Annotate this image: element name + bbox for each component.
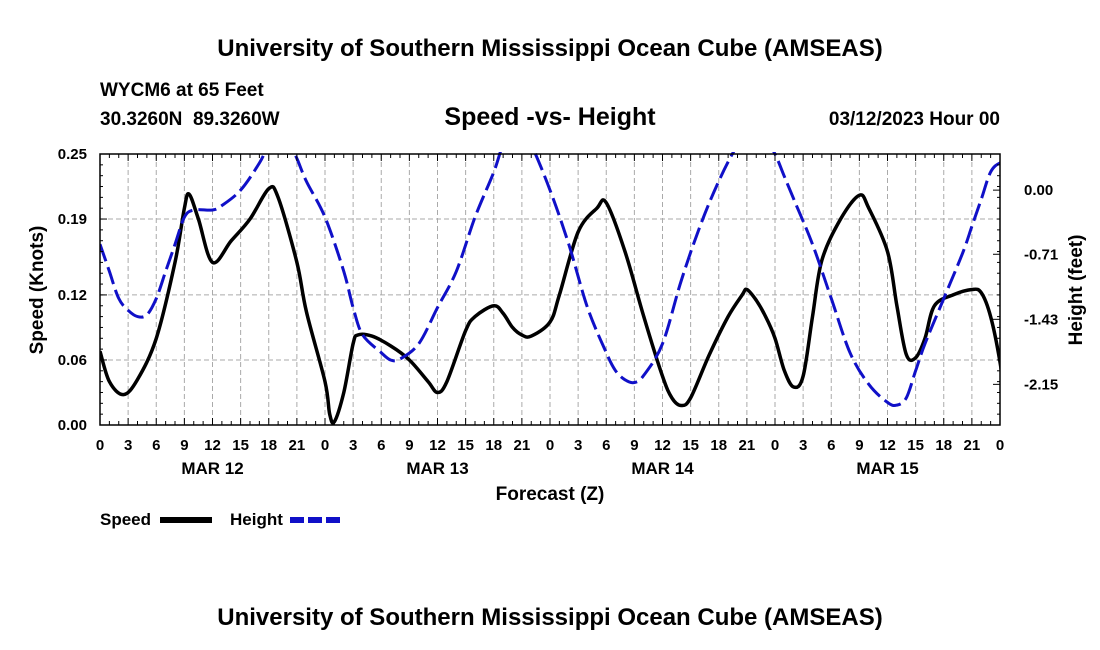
forecast-datetime: 03/12/2023 Hour 00 (829, 109, 1000, 130)
x-tick-label: 0 (546, 437, 554, 454)
series-line-height (100, 152, 1000, 408)
x-tick-label: 15 (232, 437, 249, 454)
y-right-tick-label: -1.43 (1024, 311, 1058, 328)
series-line-speed (100, 184, 1000, 425)
x-tick-label: 12 (204, 437, 221, 454)
x-tick-label: 15 (682, 437, 699, 454)
x-tick-label: 15 (907, 437, 924, 454)
x-tick-label: 18 (260, 437, 277, 454)
chart-series (100, 152, 1000, 425)
day-label: MAR 12 (181, 459, 243, 478)
y-right-tick-label: 0.00 (1024, 182, 1053, 199)
x-tick-label: 9 (630, 437, 638, 454)
y-axis-right-label: Height (feet) (1066, 235, 1087, 346)
axis-ticks (99, 153, 1001, 426)
x-tick-label: 9 (180, 437, 188, 454)
x-tick-label: 9 (855, 437, 863, 454)
x-tick-label: 3 (349, 437, 357, 454)
chart-grid (100, 154, 1000, 425)
x-tick-label: 0 (771, 437, 779, 454)
footer-title: University of Southern Mississippi Ocean… (217, 604, 882, 631)
y-right-tick-label: -2.15 (1024, 376, 1058, 393)
station-label: WYCM6 at 65 Feet (100, 80, 264, 101)
x-tick-label: 6 (602, 437, 610, 454)
x-tick-label: 18 (710, 437, 727, 454)
day-label: MAR 14 (631, 459, 694, 478)
x-tick-label: 21 (514, 437, 531, 454)
legend: Speed Height (100, 510, 342, 529)
x-tick-label: 15 (457, 437, 474, 454)
x-tick-label: 3 (124, 437, 132, 454)
y-left-tick-label: 0.19 (58, 211, 87, 228)
axis-tick-labels: 0 3 6 9 12 15 18 21 0 3 6 9 12 15 18 21 0 3 6 9 12 15 18 21 0 3 6 9… (58, 146, 1058, 478)
x-tick-label: 0 (96, 437, 104, 454)
coordinates-label: 30.3260N 89.3260W (100, 109, 280, 130)
x-tick-label: 3 (574, 437, 582, 454)
chart-subtitle: Speed -vs- Height (444, 103, 656, 131)
x-tick-label: 12 (654, 437, 671, 454)
y-left-tick-label: 0.06 (58, 352, 87, 369)
x-tick-label: 0 (321, 437, 329, 454)
x-tick-label: 0 (996, 437, 1004, 454)
x-tick-label: 6 (377, 437, 385, 454)
y-right-tick-label: -0.71 (1024, 246, 1058, 263)
x-tick-label: 9 (405, 437, 413, 454)
x-tick-label: 6 (827, 437, 835, 454)
x-tick-label: 6 (152, 437, 160, 454)
x-tick-label: 3 (799, 437, 807, 454)
legend-height-label: Height (230, 510, 283, 529)
main-title: University of Southern Mississippi Ocean… (217, 35, 882, 62)
x-tick-label: 21 (289, 437, 306, 454)
x-tick-label: 18 (485, 437, 502, 454)
y-left-tick-label: 0.25 (58, 146, 87, 163)
legend-speed-label: Speed (100, 510, 151, 529)
day-label: MAR 13 (406, 459, 468, 478)
x-axis-label: Forecast (Z) (496, 484, 605, 505)
day-label: MAR 15 (856, 459, 918, 478)
y-left-tick-label: 0.00 (58, 417, 87, 434)
x-tick-label: 18 (935, 437, 952, 454)
x-tick-label: 12 (879, 437, 896, 454)
x-tick-label: 21 (739, 437, 756, 454)
x-tick-label: 21 (964, 437, 981, 454)
y-axis-left-label: Speed (Knots) (27, 226, 48, 355)
y-left-tick-label: 0.12 (58, 287, 87, 304)
x-tick-label: 12 (429, 437, 446, 454)
